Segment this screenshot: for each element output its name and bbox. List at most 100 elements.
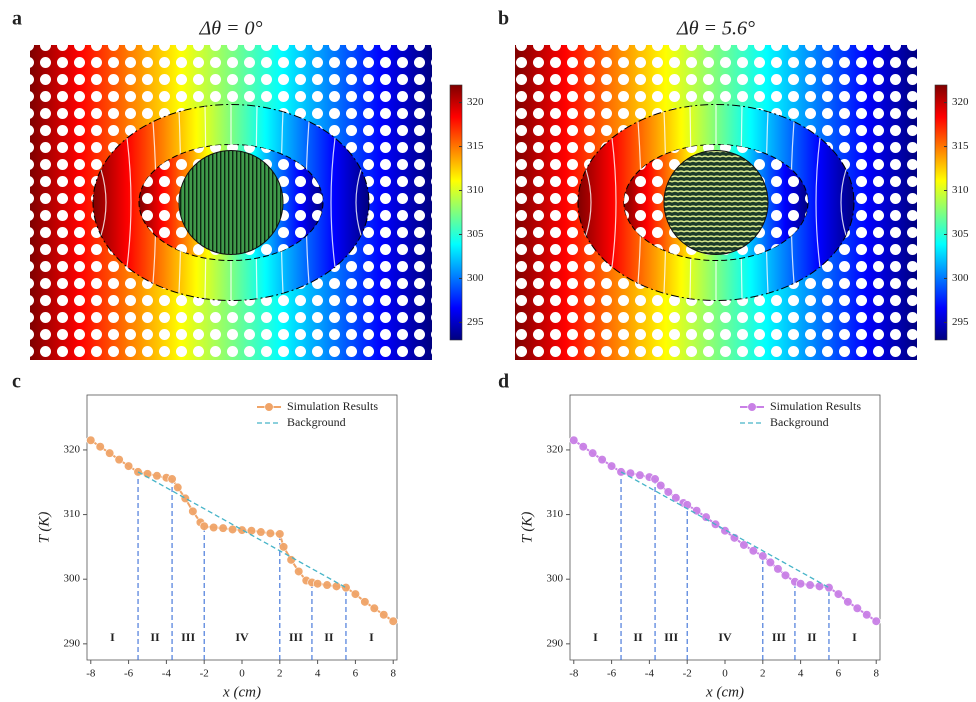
colorbar-tick-label: 295 xyxy=(467,316,484,328)
y-tick-label: 310 xyxy=(547,508,564,520)
data-point xyxy=(814,581,825,591)
data-point xyxy=(265,528,275,538)
data-point xyxy=(218,523,228,533)
data-point xyxy=(275,529,285,539)
region-label: II xyxy=(807,630,817,644)
panel-label: c xyxy=(12,371,21,393)
data-point xyxy=(748,546,758,556)
data-point xyxy=(322,580,332,590)
x-tick-label: -2 xyxy=(200,668,209,680)
x-tick-label: 8 xyxy=(873,668,879,680)
y-tick-label: 300 xyxy=(547,573,564,585)
data-point xyxy=(350,589,361,599)
data-point xyxy=(780,570,791,580)
data-point xyxy=(824,583,834,593)
panel-label: d xyxy=(498,371,509,393)
data-point xyxy=(388,616,398,626)
panel-label: a xyxy=(12,8,22,30)
region-label: I xyxy=(593,630,598,644)
y-axis-label: T (K) xyxy=(36,512,52,544)
data-point xyxy=(313,579,323,589)
panel-title: Δθ = 5.6° xyxy=(676,18,755,40)
colorbar-tick-label: 320 xyxy=(952,96,969,108)
data-point xyxy=(650,474,660,484)
data-point xyxy=(173,482,183,493)
shell-line xyxy=(840,169,847,236)
y-tick-label: 300 xyxy=(64,573,81,585)
data-point xyxy=(331,581,342,591)
data-point xyxy=(256,527,266,537)
data-point xyxy=(152,471,162,481)
region-label: I xyxy=(852,630,857,644)
region-label: II xyxy=(150,630,160,644)
data-point xyxy=(682,500,692,510)
region-label: II xyxy=(633,630,643,644)
region-label: III xyxy=(664,630,678,644)
colorbar-tick-label: 305 xyxy=(467,228,484,240)
data-point xyxy=(765,557,775,568)
panel-label: b xyxy=(498,8,509,30)
x-tick-label: 2 xyxy=(760,668,766,680)
data-point xyxy=(597,455,607,465)
y-tick-label: 290 xyxy=(64,637,81,649)
shell-line xyxy=(611,138,617,267)
data-point xyxy=(796,579,806,589)
data-point xyxy=(341,583,351,593)
colorbar-tick-label: 320 xyxy=(467,96,484,108)
shell-line xyxy=(330,138,336,267)
data-point xyxy=(227,524,238,535)
x-tick-label: 4 xyxy=(315,668,321,680)
data-point xyxy=(286,555,296,565)
shell-line xyxy=(585,169,592,236)
x-tick-label: -2 xyxy=(683,668,692,680)
data-point xyxy=(578,442,588,452)
legend-label: Simulation Results xyxy=(287,399,378,413)
x-axis-label: x (cm) xyxy=(222,684,261,700)
legend-label: Background xyxy=(770,415,829,429)
colorbar-tick-label: 305 xyxy=(952,228,969,240)
data-point xyxy=(199,521,209,531)
region-label: III xyxy=(772,630,786,644)
data-point xyxy=(188,506,198,516)
x-tick-label: -6 xyxy=(124,668,134,680)
y-tick-label: 320 xyxy=(547,443,564,455)
data-point xyxy=(852,603,862,613)
colorbar-tick-label: 300 xyxy=(467,272,484,284)
data-point xyxy=(833,589,844,599)
data-point xyxy=(635,470,645,480)
data-point xyxy=(758,551,768,561)
x-tick-label: 4 xyxy=(798,668,804,680)
core xyxy=(663,150,769,255)
colorbar-tick-label: 310 xyxy=(467,184,484,196)
x-tick-label: -6 xyxy=(607,668,617,680)
core xyxy=(178,150,284,255)
data-point xyxy=(246,526,257,536)
y-tick-label: 290 xyxy=(547,637,564,649)
x-tick-label: -8 xyxy=(569,668,579,680)
legend-marker xyxy=(747,402,757,412)
legend-marker xyxy=(264,402,274,412)
colorbar-tick-label: 315 xyxy=(467,140,484,152)
data-point xyxy=(671,493,681,503)
data-point xyxy=(606,461,617,471)
x-tick-label: -8 xyxy=(86,668,96,680)
shell-line xyxy=(815,138,821,267)
colorbar-tick-label: 315 xyxy=(952,140,969,152)
data-point xyxy=(180,493,190,504)
y-tick-label: 310 xyxy=(64,508,81,520)
data-point xyxy=(95,442,105,452)
panel-title: Δθ = 0° xyxy=(198,18,262,40)
region-label: III xyxy=(289,630,303,644)
shell-line xyxy=(100,169,107,236)
data-point xyxy=(369,603,379,613)
x-tick-label: 6 xyxy=(836,668,842,680)
colorbar-tick-label: 295 xyxy=(952,316,969,328)
data-point xyxy=(237,525,247,535)
data-point xyxy=(843,597,853,607)
x-tick-label: 0 xyxy=(722,668,728,680)
data-point xyxy=(360,597,370,607)
colorbar-tick-label: 310 xyxy=(952,184,969,196)
data-point xyxy=(105,448,115,458)
data-point xyxy=(294,566,304,577)
